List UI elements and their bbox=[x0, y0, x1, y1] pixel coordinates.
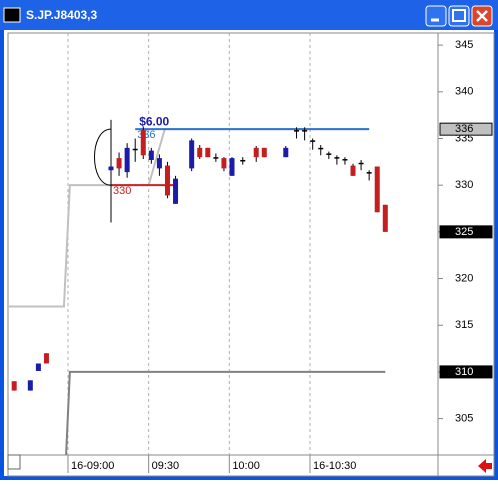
candle-body bbox=[302, 130, 308, 132]
plot: 16-09:00 09:30 10:00 16-10:30 305 310 315 320 32… bbox=[8, 33, 493, 473]
candle-body bbox=[27, 380, 33, 391]
candle-body bbox=[108, 166, 114, 171]
price-marker-label: 336 bbox=[455, 123, 473, 135]
level-label: 336 bbox=[137, 129, 155, 141]
candle-body bbox=[43, 353, 49, 364]
candle-body bbox=[366, 172, 372, 174]
candle-body bbox=[173, 178, 179, 204]
candle-body bbox=[261, 147, 267, 158]
close-icon bbox=[476, 10, 488, 22]
y-tick-label: 305 bbox=[455, 412, 473, 424]
scroll-box[interactable] bbox=[7, 454, 21, 470]
x-tick-label: 10:00 bbox=[232, 460, 260, 472]
candle-body bbox=[342, 159, 348, 161]
candle-body bbox=[116, 158, 122, 169]
candle-body bbox=[253, 147, 259, 158]
candle-body bbox=[326, 153, 332, 155]
window-buttons[interactable] bbox=[425, 5, 493, 27]
candle-body bbox=[197, 147, 203, 158]
candle-body bbox=[213, 157, 219, 159]
y-tick-label: 340 bbox=[455, 86, 473, 98]
y-tick-label: 315 bbox=[455, 319, 473, 331]
y-tick-label: 330 bbox=[455, 179, 473, 191]
maximize-icon bbox=[452, 9, 466, 22]
candle-body bbox=[350, 165, 356, 176]
range-bracket bbox=[94, 128, 112, 186]
candle-body bbox=[189, 140, 195, 169]
candle-body bbox=[164, 165, 170, 196]
window-title: S.JP.J8403,3 bbox=[26, 8, 98, 22]
price-marker-label: 325 bbox=[455, 226, 473, 238]
title-bar bbox=[0, 0, 498, 30]
candle-body bbox=[334, 157, 340, 159]
candle-body bbox=[205, 147, 211, 158]
price-marker-label: 310 bbox=[455, 366, 473, 378]
candle-body bbox=[221, 158, 227, 169]
candle-body bbox=[11, 381, 17, 391]
candle-body bbox=[140, 130, 146, 156]
price-marker bbox=[439, 365, 493, 379]
x-tick-label: 09:30 bbox=[152, 460, 180, 472]
candle-body bbox=[240, 159, 246, 162]
candle-body bbox=[283, 147, 289, 158]
candle-body bbox=[229, 158, 235, 176]
candle-body bbox=[148, 150, 154, 160]
indicator-line bbox=[65, 370, 386, 456]
candle-body bbox=[374, 166, 380, 213]
chart-area bbox=[7, 32, 495, 477]
candle-body bbox=[310, 140, 316, 142]
scroll-arrow[interactable] bbox=[478, 459, 492, 473]
candle-body bbox=[132, 148, 138, 151]
candle-body bbox=[156, 158, 162, 169]
candle-body bbox=[318, 147, 324, 150]
price-marker bbox=[439, 122, 493, 136]
price-marker bbox=[439, 225, 493, 239]
candle-body bbox=[382, 204, 388, 232]
candle-body bbox=[124, 147, 130, 173]
level-label: 330 bbox=[113, 185, 131, 197]
minimize-button[interactable] bbox=[425, 5, 447, 27]
candle-body bbox=[294, 130, 300, 132]
x-tick-label: 16-09:00 bbox=[71, 460, 114, 472]
level-note: $6.00 bbox=[139, 114, 169, 128]
y-tick-label: 320 bbox=[455, 272, 473, 284]
x-tick-label: 16-10:30 bbox=[313, 460, 356, 472]
candle-body bbox=[358, 162, 364, 165]
candle-body bbox=[35, 363, 41, 371]
y-tick-label: 345 bbox=[455, 39, 473, 51]
app-icon bbox=[3, 7, 21, 23]
